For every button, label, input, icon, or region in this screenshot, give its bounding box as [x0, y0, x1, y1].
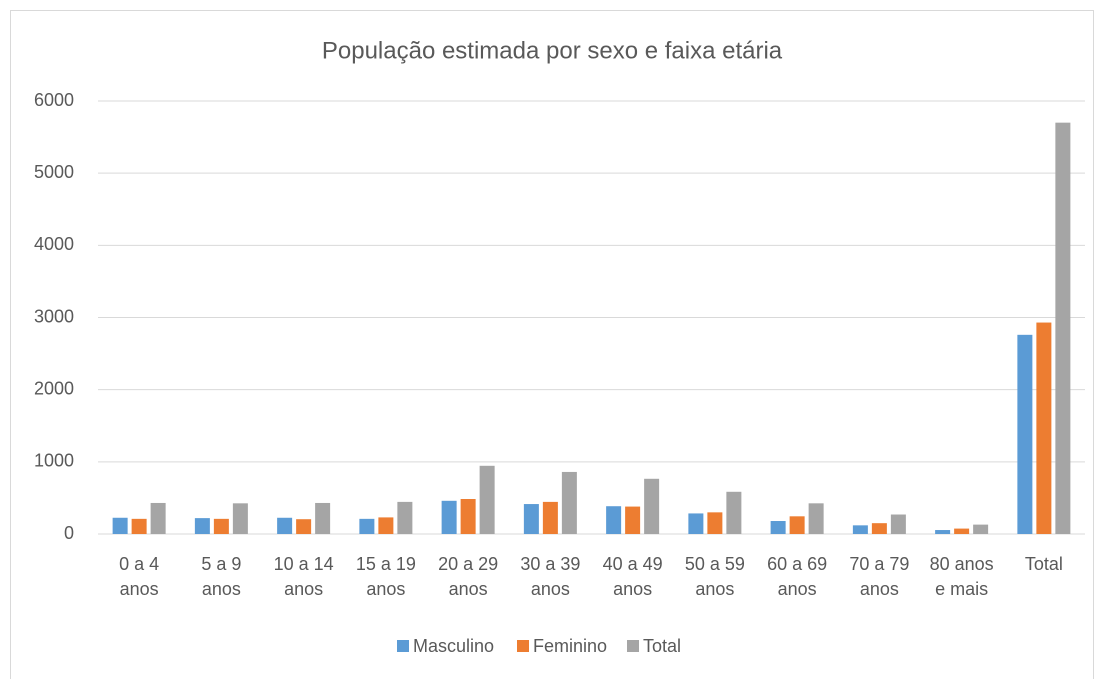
bar	[112, 517, 128, 534]
bar	[1036, 322, 1052, 534]
bar	[542, 501, 558, 534]
x-tick-label: 60 a 69 anos	[767, 554, 828, 599]
y-tick-label: 2000	[34, 378, 74, 398]
bar	[296, 519, 312, 534]
y-tick-label: 4000	[34, 234, 74, 254]
bar	[954, 528, 970, 534]
bar	[479, 465, 495, 534]
x-tick-label: 15 a 19 anos	[355, 554, 416, 599]
y-tick-label: 6000	[34, 90, 74, 110]
bar	[359, 518, 375, 534]
bar	[150, 502, 166, 534]
bar	[852, 525, 868, 534]
legend-swatch	[517, 640, 529, 652]
bar	[460, 498, 476, 534]
legend-swatch	[397, 640, 409, 652]
bar	[277, 517, 293, 534]
x-tick-label: 30 a 39 anos	[520, 554, 581, 599]
bar	[935, 530, 951, 534]
bar	[441, 500, 457, 534]
x-tick-label: 20 a 29 anos	[438, 554, 499, 599]
bar	[726, 491, 742, 534]
bar	[1055, 122, 1071, 535]
bar	[770, 521, 786, 534]
bar	[606, 506, 622, 534]
chart-border	[10, 10, 1094, 679]
x-tick-label: 40 a 49 anos	[602, 554, 663, 599]
bar	[378, 517, 394, 534]
x-tick-label: 0 a 4 anos	[119, 554, 160, 599]
bar	[707, 512, 723, 534]
bar	[808, 503, 824, 534]
y-tick-label: 1000	[34, 451, 74, 471]
legend-swatch	[627, 640, 639, 652]
bar	[213, 518, 229, 534]
bar	[131, 518, 147, 534]
y-tick-label: 3000	[34, 306, 74, 326]
x-tick-label: 10 a 14 anos	[273, 554, 334, 599]
bar	[871, 523, 887, 534]
bar	[688, 513, 704, 534]
bar	[561, 471, 577, 534]
bar	[625, 506, 641, 534]
bar	[232, 503, 248, 534]
bar	[973, 524, 989, 534]
bar	[315, 502, 331, 534]
bar	[789, 516, 805, 534]
bar	[194, 518, 210, 534]
bar	[397, 501, 413, 534]
bar	[1017, 334, 1033, 534]
legend-label: Masculino	[413, 636, 494, 656]
legend-label: Feminino	[533, 636, 607, 656]
bar	[890, 514, 906, 534]
x-tick-label: 50 a 59 anos	[684, 554, 745, 599]
x-tick-label: 70 a 79 anos	[849, 554, 910, 599]
x-tick-label: 80 anos e mais	[929, 554, 994, 599]
chart-title: População estimada por sexo e faixa etár…	[322, 37, 783, 64]
legend-label: Total	[643, 636, 681, 656]
bar	[523, 504, 539, 534]
x-tick-label: Total	[1024, 554, 1063, 574]
y-tick-label: 0	[64, 523, 74, 543]
x-tick-label: 5 a 9 anos	[201, 554, 242, 599]
y-tick-label: 5000	[34, 162, 74, 182]
bar	[644, 478, 660, 534]
